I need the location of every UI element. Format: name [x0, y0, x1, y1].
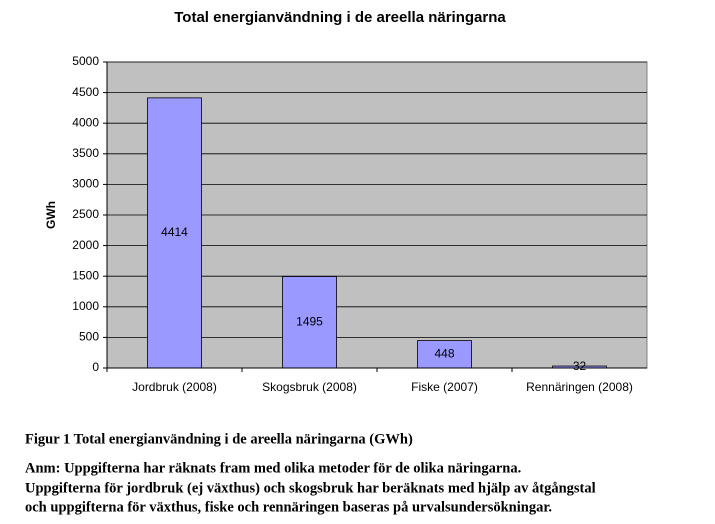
note-line: och uppgifterna för växthus, fiske och r… — [25, 499, 552, 515]
data-label: 4414 — [161, 225, 188, 239]
y-tick-label: 3000 — [72, 177, 99, 191]
y-tick-label: 500 — [79, 330, 99, 344]
bar — [147, 97, 202, 369]
y-axis-label: GWh — [44, 201, 58, 229]
figure-caption: Figur 1 Total energianvändning i de aree… — [25, 431, 413, 447]
note-line: Uppgifterna för jordbruk (ej växthus) oc… — [25, 480, 596, 496]
x-tick-label: Fiske (2007) — [411, 380, 478, 394]
y-tick-label: 5000 — [72, 54, 99, 68]
x-tick-label: Jordbruk (2008) — [132, 380, 217, 394]
data-label: 32 — [573, 359, 587, 373]
chart-title: Total energianvändning i de areella näri… — [174, 9, 506, 26]
data-label: 1495 — [296, 314, 323, 328]
y-tick-label: 1500 — [72, 268, 99, 282]
y-tick-label: 2000 — [72, 238, 99, 252]
y-tick-label: 3500 — [72, 146, 99, 160]
y-tick-label: 2500 — [72, 207, 99, 221]
y-tick-label: 1000 — [72, 299, 99, 313]
y-tick-label: 4000 — [72, 115, 99, 129]
x-tick-label: Rennäringen (2008) — [526, 380, 633, 394]
data-label: 448 — [434, 346, 454, 360]
y-tick-label: 4500 — [72, 85, 99, 99]
x-tick-label: Skogsbruk (2008) — [262, 380, 357, 394]
bar — [417, 340, 472, 369]
note-line: Anm: Uppgifterna har räknats fram med ol… — [25, 460, 521, 476]
y-tick-label: 0 — [92, 360, 99, 374]
